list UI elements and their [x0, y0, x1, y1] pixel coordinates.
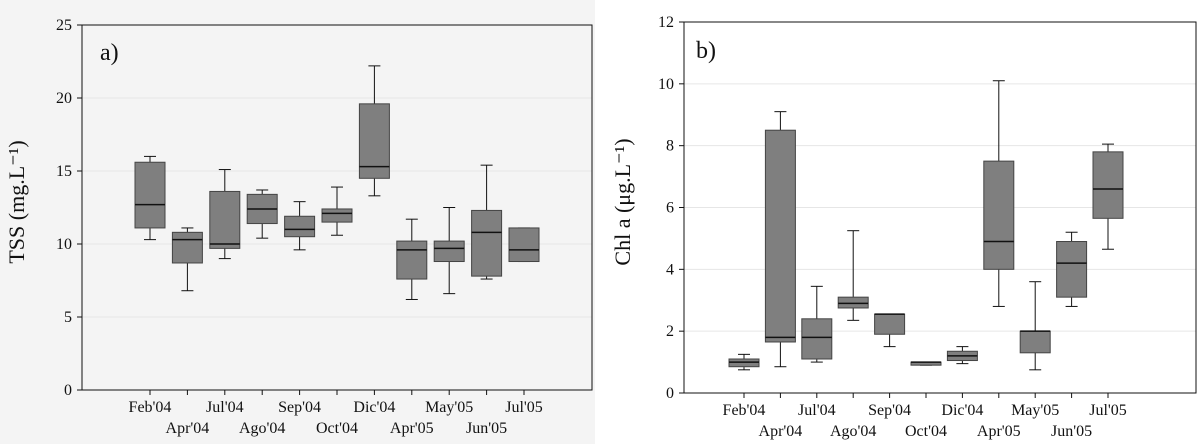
box-iqr	[508, 227, 540, 263]
tss-boxplot: 0 5 10 15 20 25 TSS (mg.L⁻¹) a) Feb'04 Apr'04 Jul'…	[4, 17, 593, 437]
chl-a-boxplot: 0 2 4 6 8 10 12 Chl a (μg.L⁻¹) b) Feb'04 Apr'04 Jul…	[610, 14, 1197, 440]
box-iqr	[471, 209, 503, 277]
box-iqr	[801, 318, 833, 360]
box-iqr	[1056, 241, 1088, 298]
box-iqr	[171, 231, 203, 264]
y-axis-label: Chl a (μg.L⁻¹)	[610, 138, 635, 265]
x-category-label: Jul'05	[1089, 402, 1127, 419]
y-tick-label: 2	[666, 323, 674, 340]
x-category-label: Jun'05	[1051, 423, 1092, 440]
x-category-label: Jul'05	[505, 399, 543, 416]
chart-panel-b: 0 2 4 6 8 10 12 Chl a (μg.L⁻¹) b) Feb'04 Apr'04 Jul…	[598, 0, 1198, 444]
box-iqr	[134, 161, 166, 229]
x-category-label: Oct'04	[905, 423, 947, 440]
x-category-label: Apr'04	[759, 423, 803, 440]
y-tick-label: 10	[658, 76, 674, 93]
x-category-label: Sep'04	[278, 399, 321, 416]
box-iqr	[837, 296, 869, 309]
y-tick-label: 4	[666, 261, 674, 278]
x-category-label: Dic'04	[941, 402, 983, 419]
x-category-label: Ago'04	[239, 420, 285, 437]
box-iqr	[396, 240, 428, 280]
x-category-label: Sep'04	[868, 402, 911, 419]
y-tick-label: 6	[666, 200, 674, 217]
box-iqr	[1019, 330, 1051, 354]
box-iqr	[764, 129, 796, 343]
panel-label: a)	[100, 40, 119, 66]
x-category-label: Feb'04	[723, 402, 766, 419]
box-iqr	[321, 208, 353, 223]
box-iqr	[983, 160, 1015, 270]
y-tick-label: 25	[56, 17, 72, 34]
y-tick-label: 8	[666, 138, 674, 155]
x-category-label: Apr'05	[977, 423, 1021, 440]
box-iqr	[728, 358, 760, 368]
y-tick-label: 5	[64, 309, 72, 326]
x-category-label: Feb'04	[129, 399, 172, 416]
y-tick-label: 15	[56, 163, 72, 180]
y-tick-label: 0	[64, 382, 72, 399]
x-category-label: Dic'04	[353, 399, 395, 416]
y-tick-label: 12	[658, 14, 674, 31]
x-category-label: Jun'05	[466, 420, 507, 437]
chart-panel-a: 0 5 10 15 20 25 TSS (mg.L⁻¹) a) Feb'04 Apr'04 Jul'…	[0, 0, 595, 444]
y-axis-label: TSS (mg.L⁻¹)	[4, 140, 29, 263]
x-category-label: Jul'04	[798, 402, 836, 419]
box-iqr	[209, 190, 241, 249]
box-iqr	[433, 240, 465, 263]
x-category-label: May'05	[425, 399, 473, 416]
box-iqr	[284, 215, 316, 238]
y-tick-label: 20	[56, 90, 72, 107]
panel-label: b)	[696, 38, 716, 64]
y-tick-label: 0	[666, 385, 674, 402]
x-category-label: May'05	[1011, 402, 1059, 419]
box-iqr	[1092, 151, 1124, 219]
x-category-label: Ago'04	[830, 423, 876, 440]
x-category-label: Apr'04	[166, 420, 210, 437]
x-category-label: Jul'04	[206, 399, 244, 416]
x-category-label: Oct'04	[316, 420, 358, 437]
y-tick-label: 10	[56, 236, 72, 253]
box-iqr	[874, 313, 906, 335]
x-category-label: Apr'05	[390, 420, 434, 437]
